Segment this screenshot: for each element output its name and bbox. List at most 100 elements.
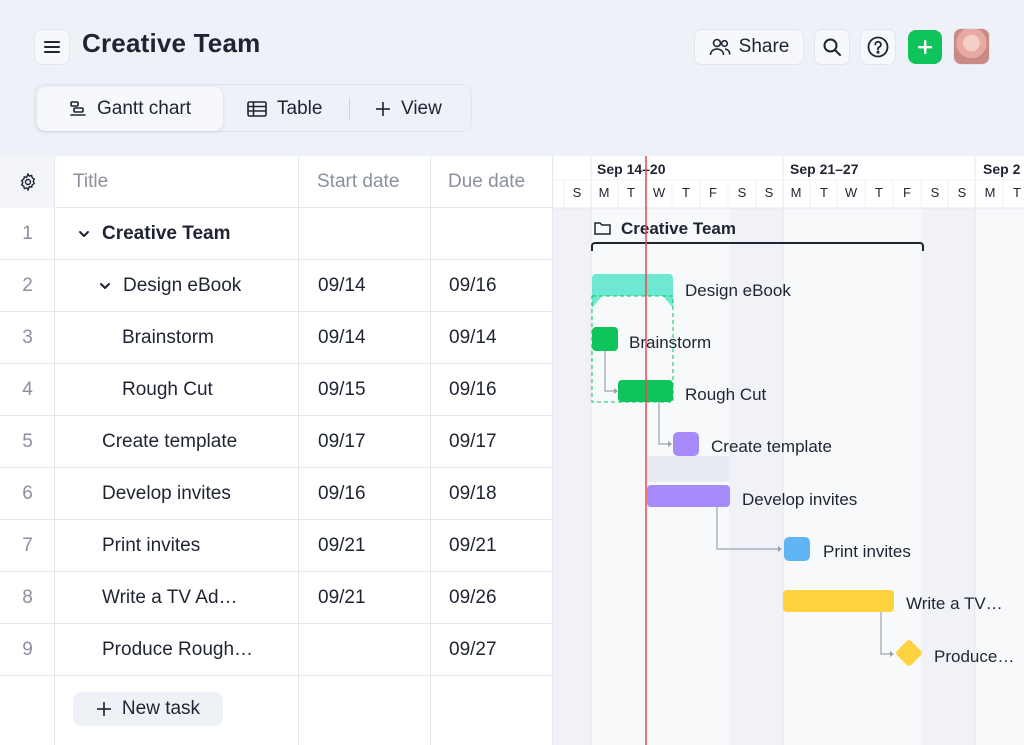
group-folder-icon — [594, 222, 611, 235]
tab-table-label: Table — [277, 98, 323, 119]
row-title[interactable]: Develop invites — [102, 483, 231, 504]
arrow-head — [614, 388, 618, 394]
milestone-produce[interactable] — [895, 639, 923, 667]
row-title[interactable]: Rough Cut — [122, 379, 213, 400]
table-row[interactable]: 1 Creative Team — [0, 208, 552, 260]
view-switcher: Gantt chart Table View — [34, 84, 472, 132]
dependency-arrow — [604, 351, 615, 392]
table-row[interactable]: 8 Write a TV Ad… 09/21 09/26 — [0, 572, 552, 624]
add-button[interactable] — [908, 30, 942, 64]
start-date-cell[interactable]: 09/17 — [318, 431, 366, 452]
day-label: T — [1013, 185, 1021, 200]
row-title[interactable]: Brainstorm — [122, 327, 214, 348]
table-row[interactable]: 4 Rough Cut 09/15 09/16 — [0, 364, 552, 416]
day-label: W — [845, 185, 858, 200]
gantt-canvas: Sep 14–20 Sep 21–27 Sep 2 S M T W T F S … — [553, 156, 1024, 745]
search-button[interactable] — [814, 29, 850, 65]
table-icon — [247, 101, 267, 117]
gantt-bar-develop-invites[interactable] — [647, 485, 730, 507]
chevron-down-icon[interactable] — [78, 228, 90, 240]
group-summary-bar[interactable] — [591, 242, 924, 251]
start-date-cell[interactable]: 09/15 — [318, 379, 366, 400]
day-label: T — [682, 185, 690, 200]
row-number: 1 — [22, 223, 33, 244]
bar-label: Brainstorm — [629, 333, 711, 352]
bar-label: Produce… — [934, 647, 1014, 666]
row-title[interactable]: Write a TV Ad… — [102, 587, 238, 608]
row-number: 4 — [22, 379, 33, 400]
due-date-cell[interactable]: 09/16 — [449, 275, 497, 296]
table-row[interactable]: 3 Brainstorm 09/14 09/14 — [0, 312, 552, 364]
gantt-bar-print-invites[interactable] — [784, 537, 810, 561]
group-label: Creative Team — [621, 219, 736, 238]
table-row[interactable]: 6 Develop invites 09/16 09/18 — [0, 468, 552, 520]
start-date-cell[interactable]: 09/21 — [318, 587, 366, 608]
hamburger-icon — [44, 41, 60, 53]
add-view-button[interactable]: View — [375, 85, 442, 133]
table-row[interactable]: 9 Produce Rough… 09/27 — [0, 624, 552, 676]
day-label: S — [931, 185, 940, 200]
column-divider — [54, 156, 55, 745]
bar-label: Develop invites — [742, 490, 857, 509]
row-title[interactable]: Produce Rough… — [102, 639, 254, 660]
column-due-date[interactable]: Due date — [448, 171, 526, 192]
day-label: T — [627, 185, 635, 200]
tab-table[interactable]: Table — [247, 85, 322, 133]
row-title: Creative Team — [102, 223, 231, 244]
table-row[interactable]: 7 Print invites 09/21 09/21 — [0, 520, 552, 572]
start-date-cell[interactable]: 09/14 — [318, 327, 366, 348]
day-label: M — [791, 185, 802, 200]
users-icon — [709, 38, 731, 56]
bar-label: Rough Cut — [685, 385, 767, 404]
day-label: S — [958, 185, 967, 200]
gantt-bar-brainstorm[interactable] — [592, 327, 618, 351]
due-date-cell[interactable]: 09/27 — [449, 639, 497, 660]
row-number: 5 — [22, 431, 33, 452]
column-start-date[interactable]: Start date — [317, 171, 400, 192]
tab-divider — [349, 98, 350, 120]
row-title[interactable]: Create template — [102, 431, 238, 452]
due-date-cell[interactable]: 09/17 — [449, 431, 497, 452]
avatar[interactable] — [953, 28, 990, 65]
day-label: T — [820, 185, 828, 200]
due-date-cell[interactable]: 09/14 — [449, 327, 497, 348]
due-date-cell[interactable]: 09/21 — [449, 535, 497, 556]
weekend-column — [553, 208, 591, 745]
table-row[interactable]: 5 Create template 09/17 09/17 — [0, 416, 552, 468]
start-date-cell[interactable]: 09/14 — [318, 275, 366, 296]
menu-button[interactable] — [34, 29, 70, 65]
due-date-cell[interactable]: 09/16 — [449, 379, 497, 400]
gantt-bar-create-template[interactable] — [673, 432, 699, 456]
row-title[interactable]: Print invites — [102, 535, 201, 556]
day-label: S — [738, 185, 747, 200]
share-label: Share — [738, 36, 790, 57]
gantt-bar-design-ebook[interactable] — [592, 274, 673, 308]
table-row[interactable]: 2 Design eBook 09/14 09/16 — [0, 260, 552, 312]
gantt-chart: Sep 14–20 Sep 21–27 Sep 2 S M T W T F S … — [552, 156, 1024, 745]
gantt-bar-write-tv-ad[interactable] — [783, 590, 894, 612]
tab-gantt-chart[interactable]: Gantt chart — [37, 87, 223, 131]
arrow-head — [778, 546, 782, 552]
row-title-cell[interactable]: Creative Team — [78, 208, 231, 260]
start-date-cell[interactable]: 09/21 — [318, 535, 366, 556]
arrow-head — [668, 441, 672, 447]
day-label: S — [765, 185, 774, 200]
bar-label: Create template — [711, 437, 832, 456]
new-task-button[interactable]: New task — [73, 692, 223, 726]
plus-icon — [918, 40, 932, 54]
row-number: 9 — [22, 639, 33, 660]
row-title-cell[interactable]: Design eBook — [99, 260, 241, 312]
chevron-down-icon[interactable] — [99, 280, 111, 292]
column-title[interactable]: Title — [73, 171, 109, 192]
due-date-cell[interactable]: 09/26 — [449, 587, 497, 608]
share-button[interactable]: Share — [694, 29, 804, 65]
plus-icon — [96, 702, 111, 716]
table-settings-button[interactable] — [0, 156, 55, 208]
new-task-label: New task — [121, 698, 201, 719]
dependency-arrow — [658, 402, 669, 445]
due-date-cell[interactable]: 09/18 — [449, 483, 497, 504]
start-date-cell[interactable]: 09/16 — [318, 483, 366, 504]
day-label: W — [653, 185, 666, 200]
help-button[interactable] — [860, 29, 896, 65]
weekend-column — [729, 208, 783, 745]
